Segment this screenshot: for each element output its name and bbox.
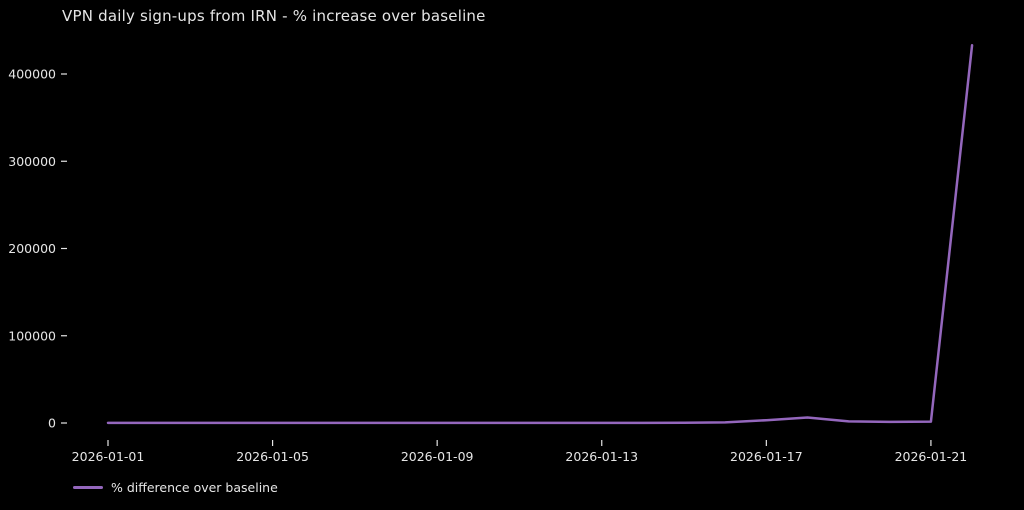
y-tick-label: 100000 (8, 328, 56, 343)
y-tick-label: 0 (48, 416, 56, 431)
y-tick-label: 400000 (8, 67, 56, 82)
x-tick-label: 2026-01-09 (401, 449, 474, 464)
x-tick-label: 2026-01-17 (730, 449, 803, 464)
x-tick-label: 2026-01-01 (72, 449, 145, 464)
x-tick-label: 2026-01-13 (565, 449, 638, 464)
x-tick-label: 2026-01-21 (895, 449, 968, 464)
y-tick-label: 200000 (8, 241, 56, 256)
legend-label: % difference over baseline (111, 480, 278, 495)
legend: % difference over baseline (73, 480, 278, 495)
y-tick-label: 300000 (8, 154, 56, 169)
x-tick-label: 2026-01-05 (236, 449, 309, 464)
series-line (106, 43, 974, 425)
legend-swatch-line (73, 486, 103, 489)
chart-title: VPN daily sign-ups from IRN - % increase… (62, 7, 486, 25)
